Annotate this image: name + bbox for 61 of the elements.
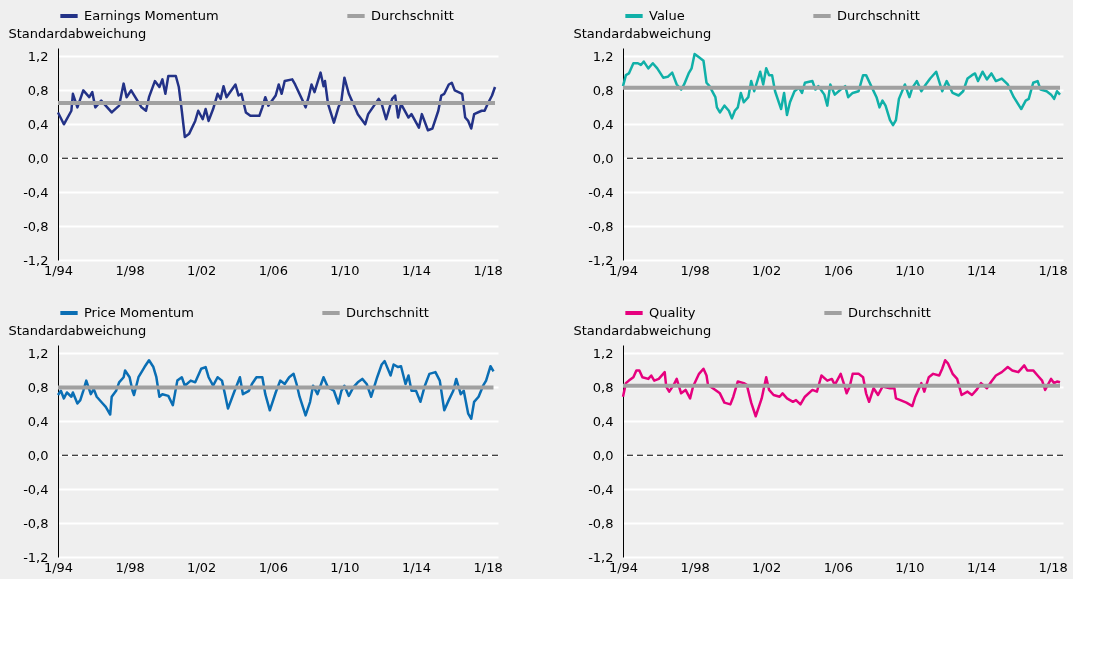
y-axis-title: Standardabweichung (573, 322, 712, 338)
x-tick-label: 1/98 (115, 262, 145, 278)
x-tick-label: 1/10 (895, 262, 925, 278)
legend-label: Durchschnitt (346, 305, 429, 320)
y-tick-label: 0,4 (592, 116, 614, 132)
y-tick-label: -0,8 (588, 515, 614, 531)
y-tick-label: -0,4 (588, 184, 614, 200)
y-tick-label: 0,4 (27, 413, 49, 429)
x-tick-label: 1/10 (330, 262, 360, 278)
y-axis-title: Standardabweichung (573, 25, 712, 41)
x-tick-label: 1/02 (752, 559, 782, 575)
y-tick-label: 1,2 (592, 48, 614, 64)
x-tick-label: 1/14 (966, 559, 997, 575)
x-tick-label: 1/06 (823, 559, 853, 575)
x-tick-label: 1/18 (1038, 559, 1068, 575)
legend-label: Price Momentum (84, 305, 194, 320)
y-tick-label: 1,2 (27, 48, 49, 64)
y-tick-label: 1,2 (592, 345, 614, 361)
y-tick-label: -0,4 (588, 481, 614, 497)
y-tick-label: -0,4 (23, 184, 49, 200)
legend-label: Quality (649, 305, 696, 320)
y-tick-label: 0,8 (592, 379, 614, 395)
x-tick-label: 1/06 (258, 262, 288, 278)
x-tick-label: 1/18 (473, 262, 503, 278)
y-tick-label: 0,0 (27, 447, 49, 463)
y-tick-label: 0,4 (592, 413, 614, 429)
y-tick-label: 0,0 (27, 150, 49, 166)
y-tick-label: 0,0 (592, 150, 614, 166)
x-tick-label: 1/02 (752, 262, 782, 278)
x-tick-label: 1/02 (187, 262, 217, 278)
x-tick-label: 1/06 (258, 559, 288, 575)
y-axis-title: Standardabweichung (8, 25, 147, 41)
legend-label: Durchschnitt (837, 8, 920, 23)
x-tick-label: 1/18 (473, 559, 503, 575)
x-tick-label: 1/14 (966, 262, 997, 278)
y-tick-label: 0,4 (27, 116, 49, 132)
y-tick-label: 1,2 (27, 345, 49, 361)
y-tick-label: 0,8 (592, 82, 614, 98)
line-series (56, 71, 497, 139)
legend-label: Durchschnitt (848, 305, 931, 320)
x-tick-label: 1/10 (895, 559, 925, 575)
legend-label: Durchschnitt (371, 8, 454, 23)
y-tick-label: 0,8 (27, 379, 49, 395)
x-tick-label: 1/02 (187, 559, 217, 575)
x-tick-label: 1/98 (680, 559, 710, 575)
x-tick-label: 1/18 (1038, 262, 1068, 278)
y-tick-label: 0,0 (592, 447, 614, 463)
y-tick-label: -0,8 (588, 218, 614, 234)
x-tick-label: 1/14 (401, 559, 432, 575)
x-tick-label: 1/06 (823, 262, 853, 278)
y-tick-label: -0,8 (23, 218, 49, 234)
y-tick-label: -0,4 (23, 481, 49, 497)
x-tick-label: 1/98 (115, 559, 145, 575)
x-tick-label: 1/98 (680, 262, 710, 278)
x-tick-label: 1/10 (330, 559, 360, 575)
legend-label: Value (649, 8, 685, 23)
y-tick-label: -0,8 (23, 515, 49, 531)
legend-label: Earnings Momentum (84, 8, 219, 23)
y-axis-title: Standardabweichung (8, 322, 147, 338)
y-tick-label: 0,8 (27, 82, 49, 98)
x-tick-label: 1/14 (401, 262, 432, 278)
